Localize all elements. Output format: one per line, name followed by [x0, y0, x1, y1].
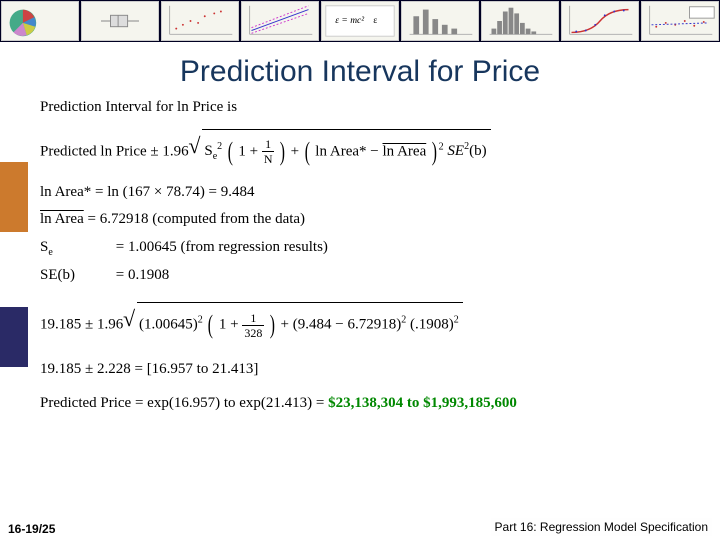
- seb: SE2(b): [447, 143, 486, 159]
- pi-intro: Prediction Interval for ln Price is: [40, 95, 700, 121]
- thumb-hist: [481, 1, 559, 41]
- predicted-price: Predicted Price = exp(16.957) to exp(21.…: [40, 391, 700, 417]
- part-label: Part 16: Regression Model Specification: [491, 518, 712, 536]
- slide-body: Prediction Interval for ln Price is Pred…: [40, 95, 700, 418]
- frac-1-328: 1328: [242, 312, 264, 339]
- seb-value: SE(b) = 0.1908: [40, 263, 700, 289]
- sqrt-icon: Se2 ( 1 + 1N ) + ( ln Area* − ln Area )2…: [192, 129, 490, 174]
- thumb-scatter-ci: [641, 1, 719, 41]
- thumb-scatter: [161, 1, 239, 41]
- sqrt-icon-2: (1.00645)2 ( 1 + 1328 ) + (9.484 − 6.729…: [127, 302, 463, 347]
- ln-area-mean: ln Area = 6.72918 (computed from the dat…: [40, 207, 700, 233]
- thumb-lines-band: [241, 1, 319, 41]
- ln-area-star: ln Area* = ln (167 × 78.74) = 9.484: [40, 180, 700, 206]
- top-thumbnail-strip: ε = mc² ε: [0, 0, 720, 42]
- frac-1-N: 1N: [262, 138, 275, 165]
- thumb-pie: [1, 1, 79, 41]
- thumb-box: [81, 1, 159, 41]
- thumb-sigmoid: [561, 1, 639, 41]
- left-accent-orange: [0, 162, 28, 232]
- page-number: 16-19/25: [8, 522, 55, 536]
- thumb-eq: ε = mc² ε: [321, 1, 399, 41]
- price-range-result: $23,138,304 to $1,993,185,600: [328, 395, 517, 411]
- left-accent-bar: [0, 42, 28, 512]
- se2: Se2: [204, 143, 222, 159]
- pi-formula: Predicted ln Price ± 1.96 Se2 ( 1 + 1N )…: [40, 129, 700, 174]
- slide-title: Prediction Interval for Price: [0, 55, 720, 89]
- se-value: Se = 1.00645 (from regression results): [40, 235, 700, 261]
- numeric-substitution: 19.185 ± 1.96 (1.00645)2 ( 1 + 1328 ) + …: [40, 302, 700, 347]
- thumb-bar: [401, 1, 479, 41]
- left-accent-navy: [0, 307, 28, 367]
- svg-text:ε: ε: [373, 16, 377, 26]
- slide: ε = mc² ε Prediction Interval for Price P…: [0, 0, 720, 540]
- interval-ln: 19.185 ± 2.228 = [16.957 to 21.413]: [40, 357, 700, 383]
- pi-formula-lhs: Predicted ln Price ± 1.96: [40, 143, 189, 159]
- svg-text:ε = mc²: ε = mc²: [335, 16, 364, 26]
- slide-footer: 16-19/25 Part 16: Regression Model Speci…: [0, 514, 720, 540]
